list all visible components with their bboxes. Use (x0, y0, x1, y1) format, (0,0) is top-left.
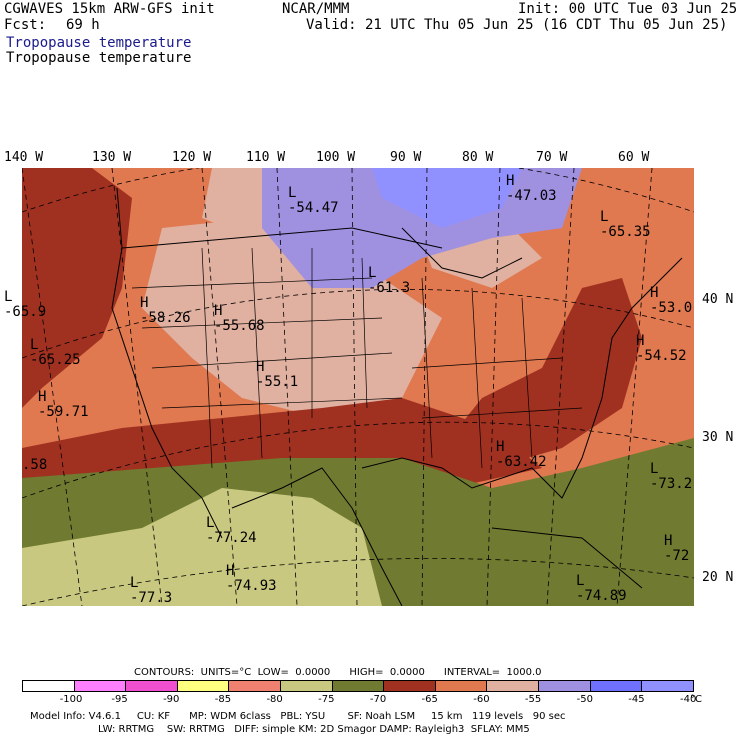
colorbar (22, 680, 694, 692)
colorbar-swatch (229, 681, 282, 691)
graticule (22, 168, 694, 606)
high-marker: H -55.1 (256, 359, 299, 390)
lon-label: 140 W (4, 150, 44, 165)
colorbar-tick: -75 (318, 694, 335, 705)
colorbar-tick: -100 (59, 694, 83, 705)
organization: NCAR/MMM (282, 1, 350, 17)
colorbar-swatch (642, 681, 693, 691)
tropopause-temperature-map (22, 168, 694, 606)
low-marker: L -61.3 (368, 265, 411, 296)
model-info-line-2: LW: RRTMG SW: RRTMG DIFF: simple KM: 2D … (98, 724, 530, 735)
low-marker: L -77.3 (130, 575, 173, 606)
lat-label: 20 N (702, 570, 734, 585)
high-marker: H -54.52 (636, 333, 687, 364)
high-marker: H -58.26 (140, 295, 191, 326)
high-marker: H -74.93 (226, 563, 277, 594)
colorbar-tick: -95 (111, 694, 128, 705)
low-marker: L -54.47 (288, 185, 339, 216)
high-marker: H -72 (664, 533, 690, 564)
colorbar-swatch (332, 681, 385, 691)
colorbar-tick: -45 (628, 694, 645, 705)
lon-label: 110 W (246, 150, 286, 165)
valid-time: Valid: 21 UTC Thu 05 Jun 25 (16 CDT Thu … (306, 17, 728, 33)
colorbar-tick: -80 (266, 694, 283, 705)
colorbar-tick: -55 (524, 694, 542, 705)
khaki-region (22, 488, 382, 606)
colorbar-swatch (177, 681, 230, 691)
lon-label: 130 W (92, 150, 132, 165)
colorbar-swatch (74, 681, 127, 691)
field-title: Tropopause temperature (6, 50, 192, 66)
lon-label: 100 W (316, 150, 356, 165)
value-marker: .58 (22, 457, 48, 473)
colorbar-swatch (590, 681, 643, 691)
high-marker: H -53.0 (650, 285, 693, 316)
colorbar-tick: -90 (163, 694, 180, 705)
colorbar-swatch (281, 681, 333, 691)
colorbar-swatch (487, 681, 540, 691)
low-marker: L -65.9 (4, 289, 47, 320)
state-borders (131, 247, 583, 469)
colorbar-swatch (384, 681, 436, 691)
warm-region-west (22, 168, 132, 408)
lon-label: 120 W (172, 150, 212, 165)
colorbar-swatch (126, 681, 178, 691)
colorbar-tick: -70 (369, 694, 387, 705)
lon-label: 70 W (536, 150, 568, 165)
low-marker: L -65.35 (600, 209, 651, 240)
lon-label: 90 W (390, 150, 422, 165)
colorbar-tick: -60 (473, 694, 490, 705)
high-marker: H -63.42 (496, 439, 547, 470)
colorbar-tick: -85 (214, 694, 232, 705)
high-marker: H -55.68 (214, 303, 265, 334)
colorbar-tick: -65 (421, 694, 438, 705)
forecast-hour: 69 h (66, 17, 100, 33)
lat-label: 30 N (702, 430, 734, 445)
colorbar-tick: -40 (680, 694, 697, 705)
colorbar-swatch (539, 681, 591, 691)
forecast-label: Fcst: (4, 17, 47, 33)
colorbar-tick: -50 (576, 694, 593, 705)
contour-info: CONTOURS: UNITS=°C LOW= 0.0000 HIGH= 0.0… (134, 667, 542, 678)
colorbar-swatch (23, 681, 75, 691)
field-title-blue: Tropopause temperature (6, 35, 192, 51)
lon-label: 60 W (618, 150, 650, 165)
high-marker: H -59.71 (38, 389, 89, 420)
model-title: CGWAVES 15km ARW-GFS init (4, 1, 215, 17)
low-marker: L -73.2 (650, 461, 693, 492)
lat-label: 40 N (702, 292, 734, 307)
low-marker: L -74.89 (576, 573, 627, 604)
low-marker: L -77.24 (206, 515, 257, 546)
lon-label: 80 W (462, 150, 494, 165)
colorbar-unit: °C (690, 694, 702, 705)
model-info-line-1: Model Info: V4.6.1 CU: KF MP: WDM 6class… (30, 711, 566, 722)
high-marker: H -47.03 (506, 173, 557, 204)
init-time: Init: 00 UTC Tue 03 Jun 25 (518, 1, 738, 17)
colorbar-swatch (435, 681, 488, 691)
blue-region (372, 168, 522, 228)
warm-region-east (442, 278, 642, 468)
low-marker: L -65.25 (30, 337, 81, 368)
coastlines (111, 187, 683, 606)
